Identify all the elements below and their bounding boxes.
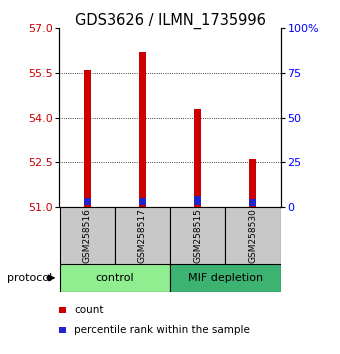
Bar: [194, 109, 201, 207]
Text: protocol: protocol: [7, 273, 52, 283]
Bar: [84, 70, 91, 207]
Text: GSM258515: GSM258515: [193, 208, 202, 263]
Text: percentile rank within the sample: percentile rank within the sample: [74, 325, 250, 335]
Bar: [115, 207, 170, 264]
Text: GDS3626 / ILMN_1735996: GDS3626 / ILMN_1735996: [74, 12, 266, 29]
Bar: [84, 198, 91, 205]
Bar: [225, 207, 280, 264]
Text: GSM258530: GSM258530: [249, 208, 257, 263]
Text: GSM258516: GSM258516: [83, 208, 91, 263]
Text: count: count: [74, 305, 104, 315]
Bar: [170, 207, 225, 264]
Bar: [139, 52, 146, 207]
Bar: [59, 264, 170, 292]
Bar: [139, 198, 146, 205]
Bar: [194, 196, 201, 205]
Bar: [249, 199, 256, 206]
Text: MIF depletion: MIF depletion: [188, 273, 263, 283]
Text: GSM258517: GSM258517: [138, 208, 147, 263]
Text: control: control: [96, 273, 134, 283]
Bar: [59, 207, 115, 264]
Bar: [249, 159, 256, 207]
Bar: [170, 264, 280, 292]
